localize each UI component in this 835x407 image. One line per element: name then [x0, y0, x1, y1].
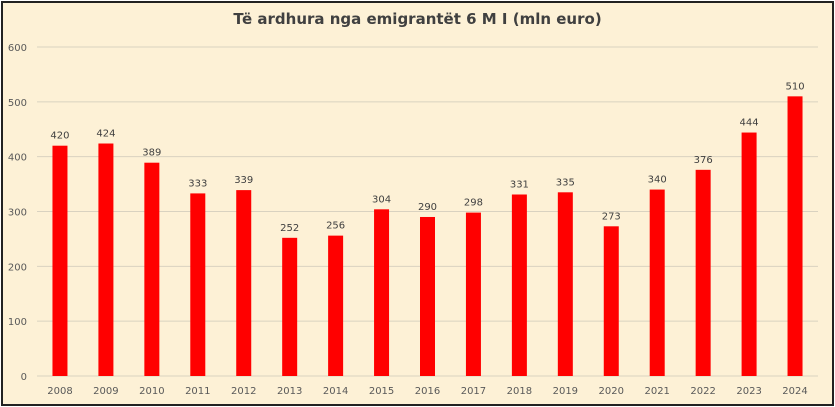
x-tick-label: 2008 [47, 386, 72, 397]
data-label: 273 [602, 211, 621, 222]
x-tick-label: 2009 [93, 386, 118, 397]
x-tick-label: 2023 [736, 386, 761, 397]
data-label: 510 [785, 81, 804, 92]
bar [236, 190, 252, 376]
data-label: 335 [556, 177, 575, 188]
bar [98, 143, 114, 376]
bar [465, 212, 481, 376]
x-tick-label: 2017 [461, 386, 486, 397]
bar [190, 193, 206, 376]
data-label: 340 [648, 175, 667, 186]
x-tick-label: 2010 [139, 386, 164, 397]
bar [649, 189, 665, 376]
bar [52, 145, 68, 376]
data-label: 389 [142, 148, 161, 159]
y-tick-label: 400 [8, 153, 27, 164]
data-label: 420 [50, 131, 69, 142]
x-tick-label: 2011 [185, 386, 210, 397]
x-tick-label: 2024 [782, 386, 807, 397]
bar [420, 216, 435, 376]
data-label: 256 [326, 221, 345, 232]
bar [557, 192, 573, 376]
y-tick-label: 100 [8, 317, 27, 328]
bar [787, 96, 803, 376]
bar [374, 209, 390, 376]
data-label: 333 [188, 178, 207, 189]
data-label: 252 [280, 223, 299, 234]
y-tick-label: 300 [8, 208, 27, 219]
bar [741, 132, 757, 376]
x-tick-label: 2022 [690, 386, 715, 397]
x-tick-label: 2013 [277, 386, 302, 397]
bar [282, 237, 298, 376]
y-tick-label: 500 [8, 98, 27, 109]
data-label: 331 [510, 180, 529, 191]
bar [144, 162, 160, 376]
x-tick-label: 2014 [323, 386, 348, 397]
x-tick-label: 2016 [415, 386, 440, 397]
bar [695, 169, 711, 376]
data-label: 376 [694, 155, 713, 166]
x-tick-label: 2012 [231, 386, 256, 397]
bar [511, 194, 527, 376]
data-label: 444 [740, 118, 759, 129]
y-tick-label: 600 [8, 43, 27, 54]
data-label: 339 [234, 175, 253, 186]
bar [328, 235, 344, 376]
y-tick-label: 0 [21, 372, 27, 383]
data-label: 304 [372, 194, 391, 205]
x-tick-label: 2019 [553, 386, 578, 397]
data-label: 290 [418, 202, 437, 213]
x-tick-label: 2020 [599, 386, 624, 397]
x-tick-label: 2015 [369, 386, 394, 397]
bar [603, 226, 619, 376]
chart-title: Të ardhura nga emigrantët 6 M I (mln eur… [233, 10, 602, 28]
x-tick-label: 2018 [507, 386, 532, 397]
data-label: 424 [96, 129, 115, 140]
y-tick-label: 200 [8, 262, 27, 273]
x-tick-label: 2021 [644, 386, 669, 397]
data-label: 298 [464, 198, 483, 209]
